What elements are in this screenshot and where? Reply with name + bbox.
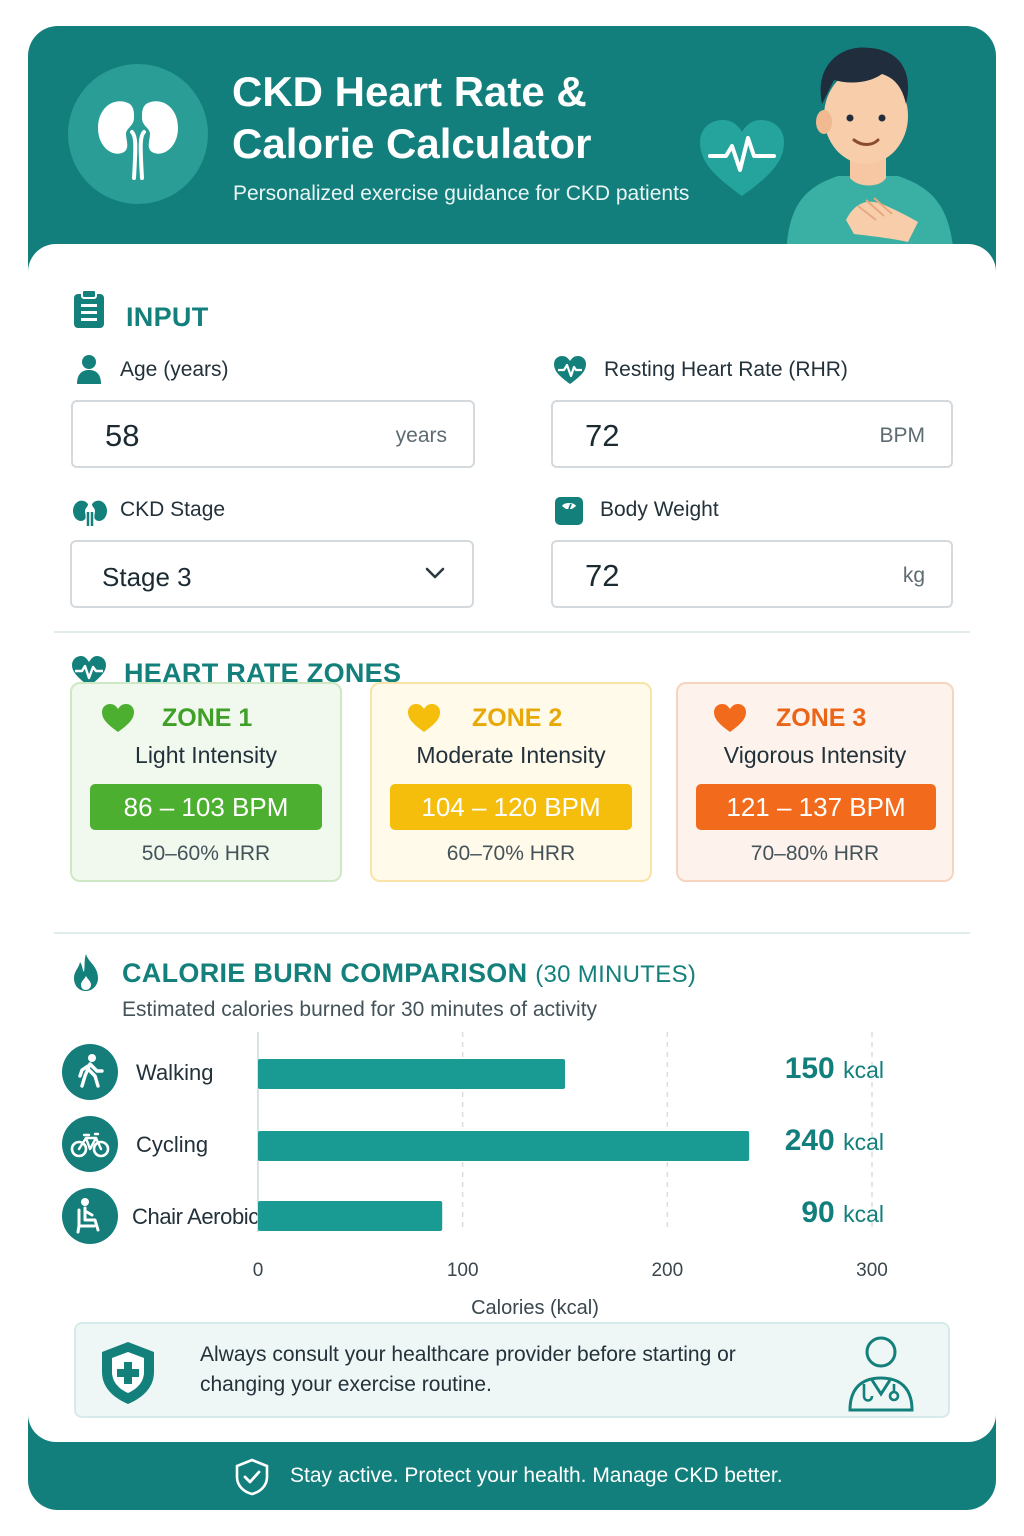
- zone-name: ZONE 3: [776, 704, 867, 732]
- cycling-activity-icon: [62, 1116, 118, 1172]
- user-icon: [77, 355, 101, 384]
- age-input[interactable]: 58 years: [71, 400, 475, 468]
- chair-aerobics-label: Chair Aerobics: [132, 1204, 270, 1229]
- divider: [54, 932, 970, 934]
- scale-icon: [555, 497, 583, 525]
- x-tick-label: 200: [651, 1260, 683, 1281]
- main-card: INPUT Age (years) 58 years Resting Heart…: [28, 244, 996, 1442]
- ckd-stage-select[interactable]: Stage 3: [70, 540, 474, 608]
- cycling-kcal: 240 kcal: [724, 1124, 884, 1158]
- heart-icon: [408, 704, 440, 732]
- app-frame: CKD Heart Rate & Calorie Calculator Pers…: [28, 26, 996, 1510]
- kidneys-icon: [73, 500, 107, 526]
- rhr-input[interactable]: 72 BPM: [551, 400, 953, 468]
- input-section-title: INPUT: [126, 302, 209, 332]
- heart-icon: [102, 704, 134, 732]
- zone-intensity: Moderate Intensity: [416, 742, 606, 768]
- chair-aerobics-kcal: 90 kcal: [724, 1196, 884, 1230]
- header: CKD Heart Rate & Calorie Calculator Pers…: [28, 26, 996, 256]
- walking-label: Walking: [136, 1060, 214, 1085]
- clipboard-icon: [74, 289, 104, 328]
- x-tick-label: 300: [856, 1260, 888, 1281]
- calories-subtitle: Estimated calories burned for 30 minutes…: [122, 998, 598, 1021]
- weight-unit: kg: [902, 564, 925, 587]
- heart-pulse-icon: [700, 120, 784, 196]
- ckd-stage-label: CKD Stage: [120, 498, 226, 521]
- cycling-kcal-value: 240: [784, 1124, 835, 1157]
- shield-check-icon: [235, 1458, 269, 1496]
- zone-1-card: ZONE 1 Light Intensity 86 – 103 BPM 50–6…: [70, 682, 342, 882]
- shield-plus-icon: [102, 1342, 154, 1404]
- zone-bpm-range: 121 – 137 BPM: [696, 784, 936, 830]
- x-tick-label: 0: [253, 1260, 264, 1281]
- heart-pulse-icon: [72, 656, 106, 686]
- walking-activity-icon: [62, 1044, 118, 1100]
- kcal-unit: kcal: [843, 1201, 884, 1227]
- bicycle-icon: [70, 1132, 110, 1158]
- heart-icon: [714, 704, 746, 732]
- kcal-unit: kcal: [843, 1057, 884, 1083]
- rhr-unit: BPM: [879, 424, 925, 447]
- notice-text: Always consult your healthcare provider …: [200, 1343, 736, 1396]
- weight-input[interactable]: 72 kg: [551, 540, 953, 608]
- bar-walking: [258, 1059, 565, 1089]
- zone-2-card: ZONE 2 Moderate Intensity 104 – 120 BPM …: [370, 682, 652, 882]
- walking-icon: [78, 1054, 104, 1088]
- chevron-down-icon: [425, 567, 445, 579]
- walking-kcal-value: 150: [784, 1052, 835, 1085]
- chair-aerobics-kcal-value: 90: [801, 1196, 835, 1229]
- weight-value: 72: [585, 558, 620, 593]
- zone-bpm-range: 104 – 120 BPM: [390, 784, 632, 830]
- rhr-label: Resting Heart Rate (RHR): [604, 358, 848, 381]
- app-subtitle: Personalized exercise guidance for CKD p…: [233, 182, 690, 205]
- weight-label: Body Weight: [600, 498, 719, 521]
- rhr-value: 72: [585, 418, 620, 453]
- flame-icon: [74, 954, 98, 991]
- ckd-stage-value: Stage 3: [102, 562, 192, 592]
- zone-3-card: ZONE 3 Vigorous Intensity 121 – 137 BPM …: [676, 682, 954, 882]
- x-axis-title: Calories (kcal): [471, 1297, 599, 1319]
- zone-hrr: 50–60% HRR: [141, 842, 271, 865]
- doctor-icon: [848, 1336, 914, 1412]
- calories-title-main: CALORIE BURN COMPARISON: [122, 958, 528, 988]
- walking-kcal: 150 kcal: [724, 1052, 884, 1086]
- kcal-unit: kcal: [843, 1129, 884, 1155]
- age-value: 58: [105, 418, 140, 453]
- chair-aerobics-activity-icon: [62, 1188, 118, 1244]
- x-tick-label: 100: [447, 1260, 479, 1281]
- zone-intensity: Light Intensity: [135, 742, 277, 768]
- zone-hrr: 60–70% HRR: [446, 842, 576, 865]
- zone-intensity: Vigorous Intensity: [723, 742, 907, 768]
- bar-chair-aerobics: [258, 1201, 443, 1231]
- zone-hrr: 70–80% HRR: [750, 842, 880, 865]
- seated-person-icon: [76, 1198, 100, 1234]
- kidneys-icon: [98, 101, 178, 180]
- calories-section-title: CALORIE BURN COMPARISON (30 MINUTES): [122, 958, 696, 989]
- logo: [68, 64, 208, 204]
- consult-notice: Always consult your healthcare provider …: [74, 1322, 950, 1418]
- zone-bpm-range: 86 – 103 BPM: [90, 784, 322, 830]
- zone-name: ZONE 1: [162, 704, 253, 732]
- calories-title-suffix: (30 MINUTES): [535, 961, 697, 988]
- age-unit: years: [395, 424, 447, 447]
- footer-tagline: Stay active. Protect your health. Manage…: [290, 1464, 783, 1487]
- bar-cycling: [258, 1131, 750, 1161]
- app-title: CKD Heart Rate & Calorie Calculator: [232, 68, 592, 167]
- zone-name: ZONE 2: [472, 704, 563, 732]
- person-illustration: [786, 47, 954, 256]
- calorie-bar-chart: 0 100 200 300 Calories (kcal): [253, 1032, 888, 1319]
- divider: [54, 631, 970, 633]
- age-label: Age (years): [120, 358, 229, 381]
- cycling-label: Cycling: [136, 1132, 209, 1157]
- heart-pulse-icon: [554, 356, 586, 384]
- footer: Stay active. Protect your health. Manage…: [28, 1456, 996, 1496]
